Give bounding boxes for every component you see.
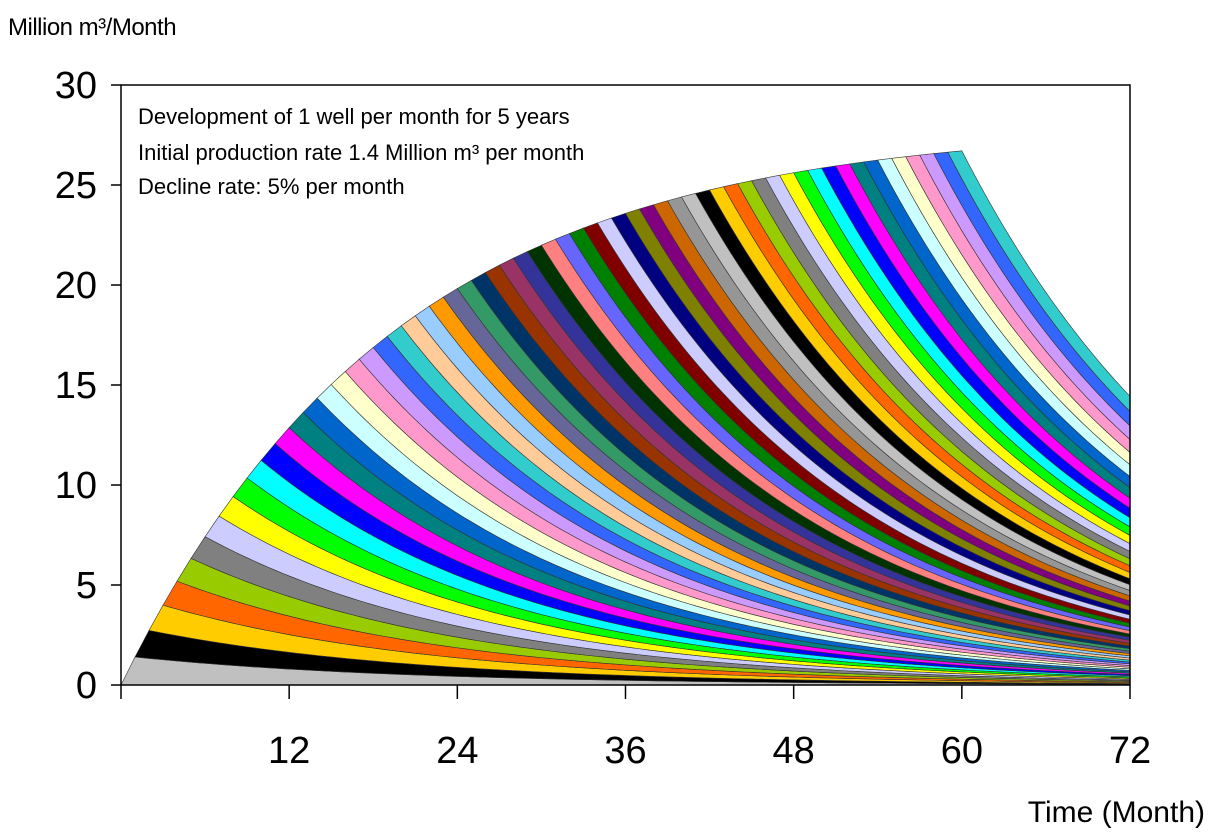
y-tick-label-15: 15 bbox=[55, 365, 97, 407]
y-tick-label-20: 20 bbox=[55, 265, 97, 307]
y-axis-title: Million m³/Month bbox=[8, 14, 177, 41]
x-axis-title: Time (Month) bbox=[1027, 796, 1205, 829]
x-tick-label-12: 12 bbox=[268, 730, 310, 772]
y-tick-label-0: 0 bbox=[76, 665, 97, 707]
x-tick-label-72: 72 bbox=[1109, 730, 1151, 772]
x-tick-label-36: 36 bbox=[604, 730, 646, 772]
axes: 0 5 10 15 20 25 30 12 24 36 48 60 72 bbox=[55, 65, 1151, 772]
stacked-areas bbox=[120, 150, 1131, 686]
y-tick-label-5: 5 bbox=[76, 565, 97, 607]
y-tick-label-10: 10 bbox=[55, 465, 97, 507]
annotation-line-2: Initial production rate 1.4 Million m³ p… bbox=[138, 140, 584, 165]
y-tick-label-30: 30 bbox=[55, 65, 97, 107]
x-tick-label-24: 24 bbox=[436, 730, 478, 772]
x-tick-label-60: 60 bbox=[941, 730, 983, 772]
y-tick-label-25: 25 bbox=[55, 165, 97, 207]
x-tick-label-48: 48 bbox=[773, 730, 815, 772]
annotation-line-3: Decline rate: 5% per month bbox=[138, 174, 405, 199]
annotation-line-1: Development of 1 well per month for 5 ye… bbox=[138, 104, 570, 129]
